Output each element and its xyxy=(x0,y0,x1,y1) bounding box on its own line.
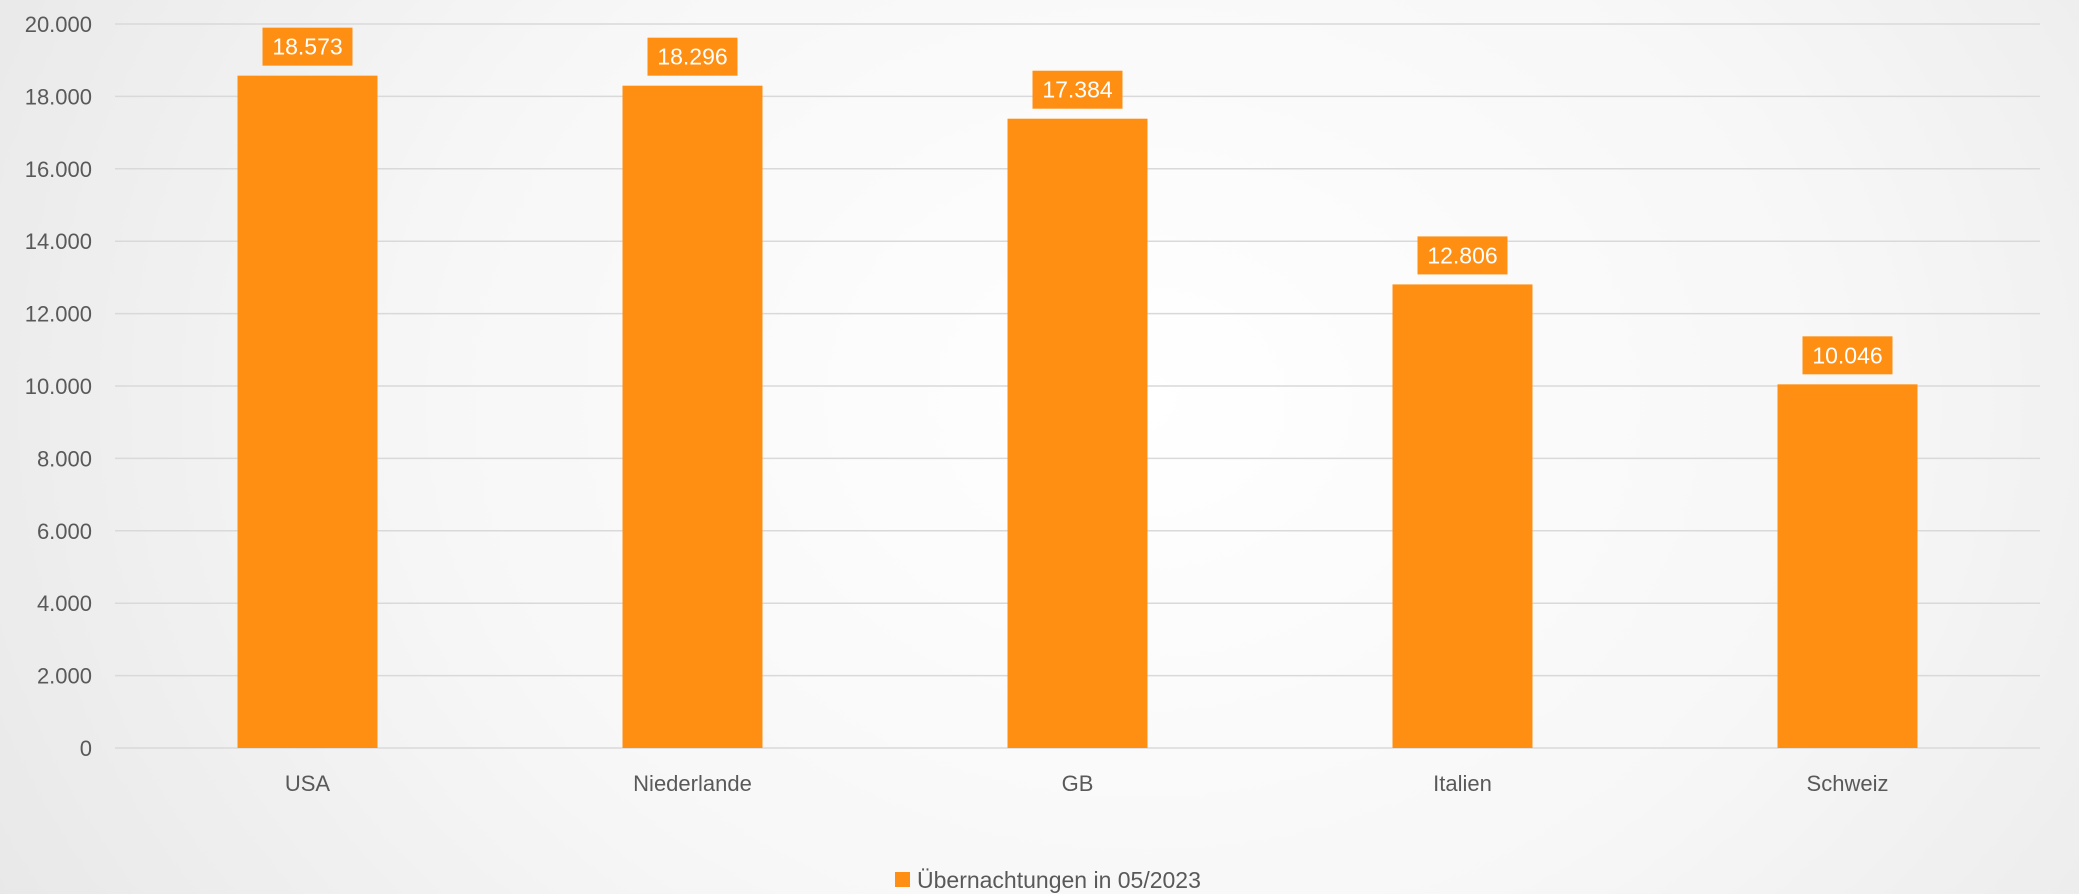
legend-swatch xyxy=(895,872,910,887)
bar xyxy=(1777,384,1918,748)
x-axis: USA Niederlande GB Italien Schweiz xyxy=(285,771,1889,796)
data-labels: 18.573 18.296 17.384 12.806 10.046 xyxy=(262,27,1893,375)
bar xyxy=(622,85,763,748)
data-label: 17.384 xyxy=(1042,77,1113,103)
data-label: 10.046 xyxy=(1812,342,1882,368)
data-label: 18.296 xyxy=(657,44,727,70)
x-tick-label: GB xyxy=(1062,771,1094,796)
data-label: 12.806 xyxy=(1427,242,1497,268)
y-tick-label: 4.000 xyxy=(37,591,92,616)
data-label-box xyxy=(262,27,353,66)
y-tick-label: 18.000 xyxy=(25,84,92,109)
y-tick-label: 0 xyxy=(80,736,92,761)
y-tick-label: 6.000 xyxy=(37,519,92,544)
y-axis: 0 2.000 4.000 6.000 8.000 10.000 12.000 14.000 1… xyxy=(25,12,92,761)
y-tick-label: 14.000 xyxy=(25,229,92,254)
y-tick-label: 2.000 xyxy=(37,664,92,689)
bar xyxy=(1392,284,1533,748)
y-tick-label: 12.000 xyxy=(25,302,92,327)
data-label-box xyxy=(647,37,738,76)
data-label-box xyxy=(1802,336,1893,375)
y-tick-label: 20.000 xyxy=(25,12,92,37)
bar xyxy=(1007,118,1148,748)
x-tick-label: Niederlande xyxy=(633,771,752,796)
bar xyxy=(237,75,378,748)
data-label-box xyxy=(1417,236,1508,275)
data-label: 18.573 xyxy=(272,34,342,60)
data-label-box xyxy=(1032,70,1123,109)
x-tick-label: Italien xyxy=(1433,771,1492,796)
y-tick-label: 10.000 xyxy=(25,374,92,399)
x-tick-label: USA xyxy=(285,771,331,796)
legend-label: Übernachtungen in 05/2023 xyxy=(917,867,1201,893)
x-tick-label: Schweiz xyxy=(1807,771,1889,796)
bars xyxy=(237,75,1918,748)
y-tick-label: 8.000 xyxy=(37,446,92,471)
y-tick-label: 16.000 xyxy=(25,157,92,182)
legend: Übernachtungen in 05/2023 xyxy=(895,867,1201,893)
